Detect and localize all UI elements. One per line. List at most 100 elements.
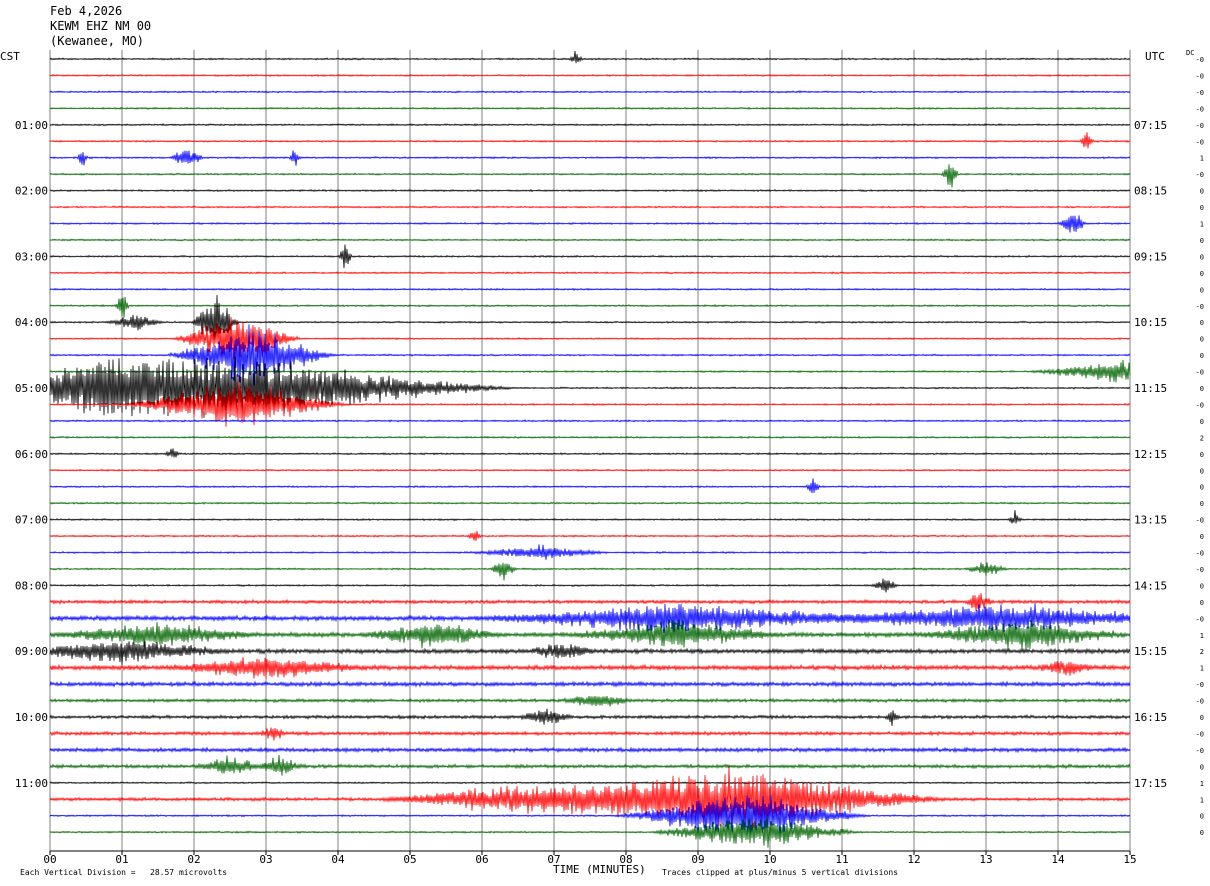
dc-offset-label: -0 xyxy=(1196,122,1204,130)
trace-line xyxy=(49,478,1131,494)
right-hour-label: 08:15 xyxy=(1134,185,1167,198)
trace-line xyxy=(49,816,1131,848)
trace-line xyxy=(49,795,1131,835)
trace-line xyxy=(49,419,1131,423)
right-hour-label: 13:15 xyxy=(1134,514,1167,527)
trace-line xyxy=(49,106,1131,111)
trace-line xyxy=(49,324,1131,386)
x-tick-label: 11 xyxy=(835,853,848,866)
dc-offset-label: -0 xyxy=(1196,171,1204,179)
x-tick-label: 01 xyxy=(115,853,128,866)
dc-offset-label: 1 xyxy=(1200,155,1204,163)
left-hour-label: 05:00 xyxy=(15,382,48,395)
right-timezone-label: UTC xyxy=(1145,50,1165,63)
dc-offset-label: 2 xyxy=(1200,434,1204,442)
dc-offset-label: 1 xyxy=(1200,796,1204,804)
trace-line xyxy=(49,215,1131,233)
trace-line xyxy=(49,727,1131,741)
right-hour-label: 07:15 xyxy=(1134,119,1167,132)
trace-line xyxy=(49,578,1131,593)
x-axis-title: TIME (MINUTES) xyxy=(553,863,646,876)
dc-offset-label: -0 xyxy=(1196,698,1204,706)
right-hour-label: 12:15 xyxy=(1134,448,1167,461)
dc-offset-label: 0 xyxy=(1200,204,1204,212)
left-hour-label: 11:00 xyxy=(15,777,48,790)
trace-line xyxy=(49,531,1131,541)
trace-line xyxy=(49,708,1131,726)
left-hour-label: 08:00 xyxy=(15,579,48,592)
right-hour-label: 10:15 xyxy=(1134,316,1167,329)
trace-line xyxy=(49,746,1131,754)
trace-line xyxy=(49,90,1131,94)
dc-offset-label: -0 xyxy=(1196,681,1204,689)
right-hour-label: 14:15 xyxy=(1134,579,1167,592)
x-tick-label: 13 xyxy=(979,853,992,866)
x-tick-label: 03 xyxy=(259,853,272,866)
dc-offset-label: 0 xyxy=(1200,237,1204,245)
dc-offset-label: -0 xyxy=(1196,105,1204,113)
right-hour-label: 09:15 xyxy=(1134,250,1167,263)
dc-offset-label: -0 xyxy=(1196,615,1204,623)
trace-line xyxy=(49,765,1131,829)
dc-offset-label: 0 xyxy=(1200,385,1204,393)
trace-line xyxy=(49,501,1131,505)
trace-line xyxy=(49,164,1131,188)
trace-line xyxy=(49,781,1131,785)
dc-offset-label: 0 xyxy=(1200,533,1204,541)
dc-offset-label: 0 xyxy=(1200,418,1204,426)
dc-offset-label: 0 xyxy=(1200,582,1204,590)
dc-offset-label: -0 xyxy=(1196,56,1204,64)
x-tick-label: 09 xyxy=(691,853,704,866)
dc-offset-label: -0 xyxy=(1196,747,1204,755)
right-hour-label: 15:15 xyxy=(1134,645,1167,658)
trace-line xyxy=(49,244,1131,269)
trace-line xyxy=(49,603,1131,633)
left-hour-label: 10:00 xyxy=(15,711,48,724)
dc-offset-label: -0 xyxy=(1196,369,1204,377)
right-hour-labels: 07:15 08:15 09:15 10:15 11:15 12:15 13:15 14:15… xyxy=(1134,119,1167,790)
left-hour-labels: 01:00 02:00 03:00 04:00 05:00 06:00 07:00 08:00… xyxy=(15,119,48,790)
dc-header-label: DC xyxy=(1186,49,1195,57)
trace-line xyxy=(49,448,1131,458)
dc-offset-label: -0 xyxy=(1196,303,1204,311)
dc-offset-label: 0 xyxy=(1200,813,1204,821)
left-hour-label: 03:00 xyxy=(15,250,48,263)
trace-line xyxy=(49,205,1131,209)
dc-offset-label: -0 xyxy=(1196,72,1204,80)
scale-note: Each Vertical Division = 28.57 microvolt… xyxy=(20,868,228,877)
trace-line xyxy=(49,238,1131,242)
dc-offset-label: 1 xyxy=(1200,221,1204,229)
dc-offset-label: 0 xyxy=(1200,714,1204,722)
seismic-traces xyxy=(49,50,1131,848)
dc-offset-label: -0 xyxy=(1196,550,1204,558)
trace-line xyxy=(49,510,1131,524)
trace-line xyxy=(49,123,1131,127)
trace-line xyxy=(49,640,1131,665)
x-tick-label: 00 xyxy=(43,853,56,866)
dc-offset-label: 0 xyxy=(1200,599,1204,607)
dc-offset-label: 0 xyxy=(1200,253,1204,261)
trace-line xyxy=(49,188,1131,193)
dc-offset-label: 0 xyxy=(1200,286,1204,294)
x-tick-label: 02 xyxy=(187,853,200,866)
trace-line xyxy=(49,562,1131,581)
trace-line xyxy=(49,696,1131,707)
x-tick-labels: 00 01 02 03 04 05 06 07 08 09 10 11 12 13 14 15 xyxy=(43,851,1137,866)
trace-line xyxy=(49,657,1131,679)
dc-offset-label: 0 xyxy=(1200,270,1204,278)
dc-offset-label: 0 xyxy=(1200,319,1204,327)
dc-offset-label: -0 xyxy=(1196,138,1204,146)
trace-line xyxy=(49,680,1131,688)
minute-grid xyxy=(49,50,1131,852)
dc-offset-label: 0 xyxy=(1200,829,1204,837)
trace-line xyxy=(49,271,1131,275)
plot-date: Feb 4,2026 xyxy=(50,4,123,18)
right-hour-label: 16:15 xyxy=(1134,711,1167,724)
left-hour-label: 07:00 xyxy=(15,514,48,527)
trace-line xyxy=(49,754,1131,776)
dc-offset-label: -0 xyxy=(1196,566,1204,574)
left-hour-label: 02:00 xyxy=(15,185,48,198)
dc-offset-label: 1 xyxy=(1200,632,1204,640)
trace-line xyxy=(49,619,1131,650)
